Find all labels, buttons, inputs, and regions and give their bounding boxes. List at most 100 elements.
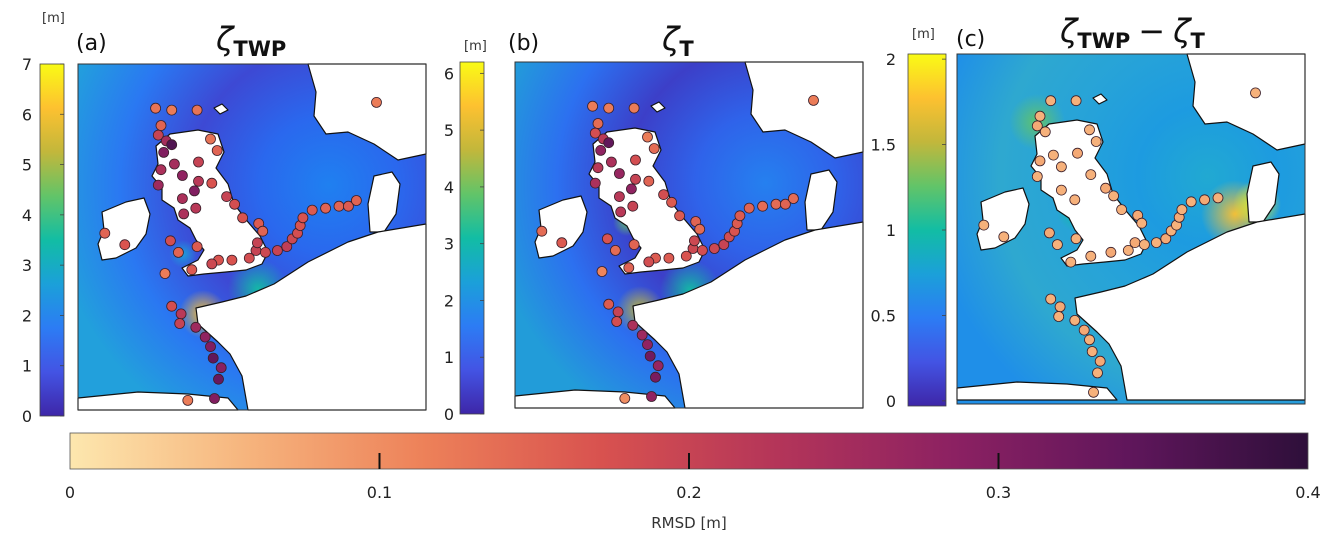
- tide-gauge-marker: [694, 223, 706, 235]
- colorbar-tick-label: 4: [444, 178, 454, 197]
- tide-gauge-marker: [642, 131, 653, 143]
- tide-gauge-marker: [636, 329, 648, 341]
- rmsd-tick-label: 0.4: [1295, 483, 1320, 502]
- map-c: [956, 53, 1306, 405]
- colorbar-tick-label: 2: [444, 291, 454, 310]
- tide-gauge-marker: [1085, 250, 1097, 262]
- tide-gauge-marker: [592, 118, 604, 129]
- panel-c-title-base: ζ: [1059, 12, 1079, 50]
- tide-gauge-marker: [708, 243, 720, 254]
- colorbar-tick-label: 0: [444, 405, 454, 424]
- panel-b-label: (b): [508, 31, 539, 56]
- tide-gauge-marker: [1212, 192, 1224, 204]
- tide-gauge-marker: [615, 206, 627, 218]
- tide-gauge-marker: [643, 256, 655, 268]
- tide-gauge-marker: [177, 193, 188, 205]
- tide-gauge-marker: [1084, 334, 1095, 346]
- tide-gauge-marker: [1072, 147, 1083, 159]
- colorbar-tick-label: 1: [886, 221, 896, 240]
- panel-c-title-sub2: T: [1191, 29, 1206, 53]
- tide-gauge-marker: [119, 239, 131, 251]
- tide-gauge-marker: [1138, 239, 1150, 251]
- colorbar-tick-label: 2: [22, 306, 32, 325]
- rmsd-tick-label: 0.3: [986, 483, 1011, 502]
- tide-gauge-marker: [221, 191, 233, 203]
- colorbar-a-unit: [m]: [42, 11, 65, 26]
- tide-gauge-marker: [595, 145, 607, 156]
- panel-c-title: ζTWP − ζT: [1059, 12, 1206, 53]
- tide-gauge-marker: [1056, 161, 1067, 173]
- tide-gauge-marker: [696, 244, 708, 256]
- tide-gauge-marker: [674, 210, 686, 222]
- tide-gauge-marker: [1048, 149, 1059, 161]
- rmsd-colorbar-ticks: 0 0.1 0.2 0.3 0.4: [65, 453, 1321, 502]
- colorbar-tick-label: 6: [444, 64, 454, 83]
- colorbar-c: [m] 0 0.5 1 1.5 2: [871, 27, 947, 411]
- colorbar-b: [m] 0 1 2 3 4 5 6: [444, 39, 487, 424]
- tide-gauge-marker: [226, 254, 238, 266]
- tide-gauge-marker: [603, 102, 615, 114]
- map-a: [77, 63, 427, 411]
- tide-gauge-marker: [191, 241, 203, 253]
- tide-gauge-marker: [536, 225, 548, 237]
- tide-gauge-marker: [99, 227, 111, 239]
- map-land-jutland: [367, 171, 401, 233]
- tide-gauge-marker: [592, 162, 604, 174]
- tide-gauge-marker: [614, 168, 625, 179]
- tide-gauge-marker: [1056, 184, 1067, 196]
- map-land-orkney: [213, 103, 229, 115]
- colorbar-tick-label: 1: [22, 357, 32, 376]
- panel-c-label: (c): [956, 27, 985, 52]
- tide-gauge-marker: [1031, 120, 1043, 132]
- tide-gauge-marker: [190, 202, 202, 214]
- tide-gauge-marker: [978, 219, 990, 231]
- map-land-continent: [632, 221, 864, 409]
- tide-gauge-marker: [175, 308, 187, 320]
- colorbar-b-ticks: 0 1 2 3 4 5 6: [444, 64, 484, 424]
- map-a-gauges: [99, 97, 382, 406]
- panel-a: [m] 0 1 2 3 4 5 6 7 (a) ζTWP: [22, 11, 427, 426]
- map-land-ireland: [534, 195, 588, 259]
- panel-a-title-sub: TWP: [233, 37, 286, 61]
- tide-gauge-marker: [808, 95, 819, 106]
- colorbar-b-bar: [459, 61, 485, 415]
- tide-gauge-marker: [998, 231, 1010, 243]
- colorbar-b-unit: [m]: [464, 39, 487, 54]
- tide-gauge-marker: [619, 392, 631, 404]
- tide-gauge-marker: [587, 100, 598, 112]
- tide-gauge-marker: [205, 133, 216, 145]
- tide-gauge-marker: [1034, 110, 1046, 122]
- tide-gauge-marker: [371, 97, 382, 108]
- panel-c: [m] 00.511.52 (c) ζTWP − ζT: [871, 12, 1306, 411]
- tide-gauge-marker: [237, 212, 249, 224]
- tide-gauge-marker: [166, 104, 178, 116]
- tide-gauge-marker: [1085, 169, 1097, 180]
- tide-gauge-marker: [628, 239, 640, 251]
- map-c-gauges: [978, 87, 1261, 398]
- tide-gauge-marker: [646, 391, 657, 402]
- map-c-frame: [956, 53, 1306, 405]
- rmsd-tick-label: 0.2: [676, 483, 701, 502]
- tide-gauge-marker: [342, 200, 354, 212]
- tide-gauge-marker: [199, 331, 211, 343]
- tide-gauge-marker: [152, 129, 164, 141]
- tide-gauge-marker: [1150, 237, 1162, 249]
- tide-gauge-marker: [627, 319, 639, 331]
- tide-gauge-marker: [350, 195, 362, 206]
- tide-gauge-marker: [787, 193, 799, 204]
- tide-gauge-marker: [1044, 227, 1055, 239]
- map-b-gauges: [536, 95, 819, 404]
- tide-gauge-marker: [271, 245, 283, 256]
- tide-gauge-marker: [189, 185, 200, 197]
- map-land-great-britain: [151, 129, 269, 277]
- tide-gauge-marker: [251, 237, 263, 249]
- panel-a-title-base: ζ: [215, 20, 235, 58]
- map-land-jutland: [804, 169, 838, 231]
- tide-gauge-marker: [614, 191, 625, 203]
- map-land-great-britain: [588, 127, 706, 275]
- tide-gauge-marker: [688, 235, 700, 247]
- tide-gauge-marker: [150, 102, 161, 114]
- tide-gauge-marker: [743, 202, 755, 214]
- tide-gauge-marker: [602, 233, 613, 245]
